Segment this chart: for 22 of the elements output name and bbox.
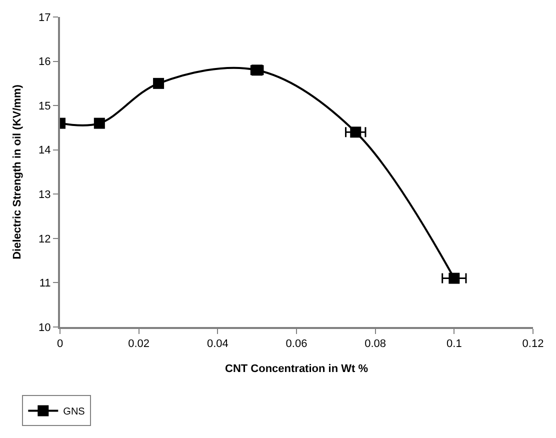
y-tick-label: 17 [38, 12, 51, 24]
point [350, 126, 362, 138]
point [153, 78, 164, 89]
point [94, 118, 105, 129]
y-tick-label: 11 [39, 278, 51, 290]
x-axis-title: CNT Concentration in Wt % [225, 362, 368, 375]
x-tick-label: 0.04 [206, 338, 228, 350]
x-tick-label: 0 [56, 338, 64, 350]
x-tick-label: 0.08 [364, 338, 386, 350]
x-tick-label: 0.1 [446, 338, 462, 350]
y-tick-label: 13 [38, 188, 51, 201]
point [448, 272, 460, 284]
y-tick-label: 12 [38, 233, 51, 246]
y-tick-label: 16 [38, 56, 51, 68]
y-axis-title: Dielectric Strength in oil (KV/mm) [12, 84, 24, 260]
legend-label: GNS [63, 406, 86, 418]
x-tick-label: 0.06 [286, 338, 308, 350]
x-tick-label: 0.02 [128, 338, 150, 350]
y-tick-label: 10 [38, 322, 51, 334]
y-tick-label: 14 [38, 144, 51, 157]
x-tick-label: 0.12 [522, 338, 544, 350]
y-tick-label: 15 [38, 100, 51, 112]
